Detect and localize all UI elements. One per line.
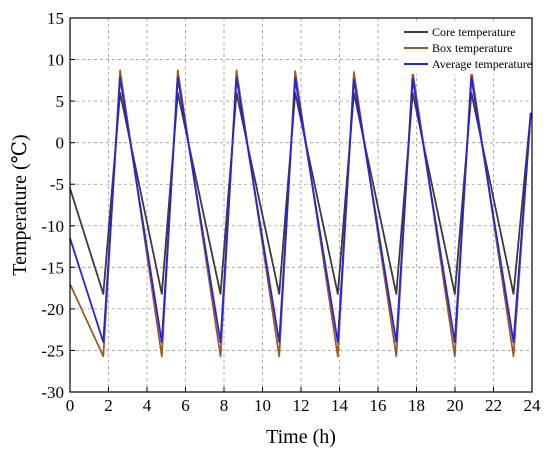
y-axis-title: Temperature (℃) <box>9 134 31 275</box>
x-tick-label: 18 <box>408 396 425 415</box>
x-tick-label: 16 <box>370 396 387 415</box>
x-tick-label: 14 <box>331 396 349 415</box>
x-tick-label: 8 <box>220 396 229 415</box>
series-line-2 <box>69 76 532 344</box>
y-tick-label: -15 <box>41 258 64 277</box>
x-tick-label: 22 <box>485 396 502 415</box>
x-tick-label: 4 <box>143 396 152 415</box>
x-axis-title: Time (h) <box>266 426 336 448</box>
y-tick-label: 15 <box>47 9 64 28</box>
y-tick-label: -10 <box>41 217 64 236</box>
x-tick-label: 2 <box>104 396 113 415</box>
y-tick-label: 5 <box>56 92 65 111</box>
legend: Core temperature Box temperature Average… <box>400 22 532 74</box>
x-tick-label: 10 <box>254 396 271 415</box>
x-tick-label: 24 <box>524 396 542 415</box>
x-tick-label: 20 <box>447 396 464 415</box>
y-tick-label: 0 <box>56 134 65 153</box>
y-tick-label: -30 <box>41 383 64 402</box>
x-tick-label: 0 <box>66 396 75 415</box>
legend-label-average: Average temperature <box>432 57 532 71</box>
legend-label-core: Core temperature <box>432 25 516 39</box>
axis-ticks: 0 2 4 6 8 10 12 14 16 18 20 22 24-30-25-20-15-10-505… <box>41 9 541 415</box>
y-tick-label: -25 <box>41 341 64 360</box>
legend-label-box: Box temperature <box>432 41 512 55</box>
y-tick-label: 10 <box>47 51 64 70</box>
x-tick-label: 6 <box>181 396 190 415</box>
y-tick-label: -5 <box>50 175 64 194</box>
y-tick-label: -20 <box>41 300 64 319</box>
series-lines <box>69 69 532 358</box>
x-tick-label: 12 <box>293 396 310 415</box>
